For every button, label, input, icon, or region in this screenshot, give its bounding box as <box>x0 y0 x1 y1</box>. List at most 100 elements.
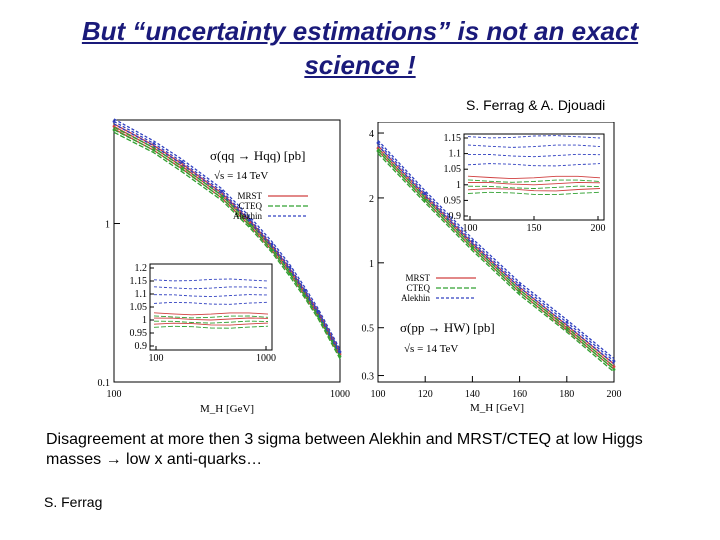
series-line-cteq <box>377 148 615 368</box>
y-tick-label: 1 <box>105 220 110 231</box>
footer-author: S. Ferrag <box>44 494 103 510</box>
inset-y-tick-label: 1.05 <box>444 164 462 175</box>
x-tick-label: 140 <box>465 389 480 400</box>
inset-y-tick-label: 0.9 <box>135 341 148 352</box>
legend-label-mrst: MRST <box>405 273 430 283</box>
arrow-icon: → <box>105 451 122 468</box>
title-line-2: science ! <box>304 50 416 80</box>
x-axis-label: M_H [GeV] <box>470 402 524 414</box>
inset-band-mrst <box>153 317 269 321</box>
inset-band-alekhin <box>467 163 601 167</box>
x-tick-label: 200 <box>607 389 622 400</box>
description-text: Disagreement at more then 3 sigma betwee… <box>46 430 686 470</box>
data-point-cteq <box>338 355 342 358</box>
data-point-cteq <box>180 167 184 171</box>
data-point-cteq <box>423 198 427 202</box>
energy-label: √s = 14 TeV <box>404 343 458 355</box>
data-point-alekhin <box>112 120 116 123</box>
inset-band-cteq <box>153 320 269 324</box>
y-tick-label: 0.1 <box>98 378 111 389</box>
inset-band-alekhin <box>153 278 269 282</box>
series-line-alekhin <box>113 120 341 353</box>
data-point-mrst <box>612 365 616 369</box>
inset-band-cteq <box>467 185 601 189</box>
legend-label-mrst: MRST <box>237 191 262 201</box>
inset-y-tick-label: 1.2 <box>135 263 148 274</box>
inset-y-tick-label: 1 <box>142 315 147 326</box>
inset-x-tick-label: 100 <box>149 353 164 364</box>
data-point-alekhin <box>248 218 252 221</box>
y-tick-label: 0.3 <box>362 372 375 383</box>
y-tick-label: 0.5 <box>362 324 375 335</box>
data-point-cteq <box>248 224 252 228</box>
inset-y-tick-label: 1.05 <box>130 302 148 313</box>
data-point-cteq <box>220 196 224 200</box>
data-point-cteq <box>565 328 569 332</box>
series-line-alekhin <box>113 118 341 350</box>
series-line-cteq <box>113 131 341 360</box>
inset-y-tick-label: 0.95 <box>444 195 462 206</box>
legend-label-cteq: CTEQ <box>239 201 263 211</box>
x-tick-label: 100 <box>107 389 122 400</box>
data-point-alekhin <box>423 191 427 195</box>
process-label: σ(qq → Hqq) [pb] <box>210 148 305 163</box>
legend-label-alekhin: Alekhin <box>233 211 262 221</box>
plot-frame <box>377 122 615 383</box>
data-point-alekhin <box>270 242 274 246</box>
series-line-alekhin <box>377 142 615 362</box>
inset-band-cteq <box>153 315 269 319</box>
y-tick-label: 2 <box>369 194 374 205</box>
left-plot: 100 1000 1 0.1 σ(qq → Hqq) [pb] √s = 14 TeV… <box>98 118 350 415</box>
data-point-cteq <box>152 148 156 152</box>
x-tick-label: 1000 <box>330 389 350 400</box>
plot-frame <box>113 119 341 383</box>
inset-x-tick-label: 1000 <box>256 353 276 364</box>
inset-band-alekhin <box>153 301 269 305</box>
inset-y-tick-label: 1.1 <box>135 289 148 300</box>
slide-title: But “uncertainty estimations” is not an … <box>20 14 700 82</box>
inset-band-mrst <box>467 188 601 192</box>
data-point-alekhin <box>303 288 307 292</box>
data-point-alekhin <box>288 265 292 269</box>
inset-y-tick-label: 1.15 <box>444 133 462 144</box>
x-tick-label: 180 <box>559 389 574 400</box>
series-line-cteq <box>113 129 341 357</box>
data-point-cteq <box>112 128 116 132</box>
inset-y-tick-label: 1 <box>456 180 461 191</box>
inset-x-tick-label: 150 <box>527 223 542 234</box>
inset-y-tick-label: 1.15 <box>130 276 148 287</box>
inset-band-alekhin <box>467 144 601 148</box>
data-point-alekhin <box>180 160 184 164</box>
y-tick-label: 4 <box>369 129 374 140</box>
inset-band-alekhin <box>467 153 601 158</box>
x-tick-label: 120 <box>418 389 433 400</box>
data-point-alekhin <box>565 320 569 324</box>
inset-band-cteq <box>467 179 601 183</box>
series-line-alekhin <box>377 139 615 360</box>
data-point-cteq <box>518 290 521 294</box>
inset-band-alekhin <box>467 135 601 139</box>
data-point-cteq <box>288 272 292 276</box>
process-label: σ(pp → HW) [pb] <box>400 320 495 335</box>
data-point-cteq <box>316 314 320 318</box>
inset-x-tick-label: 100 <box>463 223 478 234</box>
series-line-cteq <box>377 150 615 370</box>
inset-band-alekhin <box>153 294 269 298</box>
x-axis-label: M_H [GeV] <box>200 403 254 415</box>
inset-band-mrst <box>153 322 269 326</box>
inset-frame <box>149 263 273 351</box>
energy-label: √s = 14 TeV <box>214 170 268 182</box>
data-point-alekhin <box>518 283 521 287</box>
data-point-cteq <box>376 149 380 153</box>
description-part-1: Disagreement at more then 3 sigma betwee… <box>46 431 643 468</box>
data-point-alekhin <box>376 141 380 145</box>
data-point-cteq <box>303 294 307 298</box>
legend-label-cteq: CTEQ <box>407 283 431 293</box>
data-point-alekhin <box>338 350 342 354</box>
series-line-alekhin <box>377 144 615 365</box>
inset-band-cteq <box>153 325 269 329</box>
data-point-cteq <box>612 368 616 371</box>
x-tick-label: 160 <box>512 389 527 400</box>
series-line-cteq <box>377 153 615 373</box>
series-line-alekhin <box>113 123 341 355</box>
